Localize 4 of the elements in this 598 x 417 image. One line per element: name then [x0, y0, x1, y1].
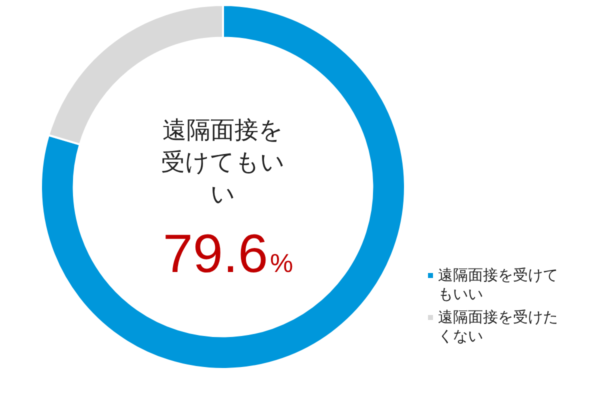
- legend-label: 遠隔面接を受けてもいい: [438, 266, 558, 304]
- text: 遠隔面接を受けてもいい: [161, 116, 285, 208]
- legend-label: 遠隔面接を受けたくない: [438, 308, 558, 346]
- data-label: 79.6%: [162, 224, 294, 284]
